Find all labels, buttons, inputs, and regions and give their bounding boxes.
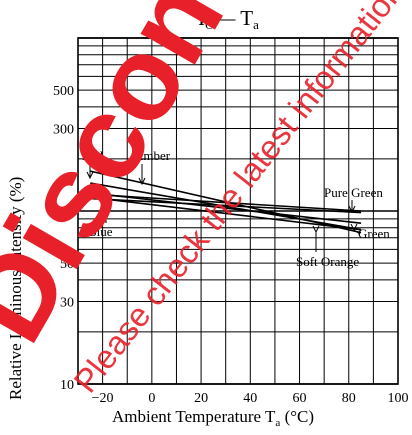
x-axis-label: Ambient Temperature Ta (°C)	[112, 407, 315, 429]
x-tick-label: 20	[194, 391, 208, 406]
series-label-arrowhead-amber	[138, 177, 146, 186]
series-label-blue: Blue	[88, 224, 113, 239]
series-line-blue	[90, 197, 362, 214]
series-label-arrowhead-soft-orange	[312, 225, 320, 234]
series-label-arrowhead-pure-green	[348, 205, 356, 214]
y-tick-label: 300	[53, 122, 74, 137]
series-line-amber	[90, 182, 362, 231]
x-tick-label: 100	[388, 391, 409, 406]
y-tick-label: 50	[60, 257, 74, 272]
x-tick-label: 0	[148, 391, 155, 406]
series-label-soft-orange: Soft Orange	[296, 254, 359, 269]
series-label-green: Green	[358, 226, 390, 241]
plot-frame	[77, 37, 399, 385]
series-label-amber: Amber	[134, 148, 171, 163]
series-label-arrowhead-red	[86, 171, 94, 180]
y-tick-label: 500	[53, 84, 74, 99]
y-axis-label: Relative Luminous Intensity (%)	[6, 176, 25, 400]
x-tick-label: −20	[92, 391, 114, 406]
y-tick-label: 100	[53, 205, 74, 220]
y-tick-label: 30	[60, 295, 74, 310]
series-line-soft-orange	[90, 196, 362, 231]
x-tick-label: 40	[243, 391, 257, 406]
series-label-arrow-green	[353, 229, 361, 235]
chart-title: IO— Ta	[198, 6, 259, 32]
series-label-arrowhead-blue	[102, 201, 110, 210]
series-label-red: Red	[82, 148, 103, 163]
series-line-green	[90, 192, 362, 225]
x-tick-label: 60	[293, 391, 307, 406]
y-tick-label: 10	[60, 378, 74, 393]
series-label-arrowhead-green	[350, 223, 358, 232]
series-label-pure-green: Pure Green	[324, 185, 383, 200]
series-line-pure-green	[90, 193, 362, 212]
x-tick-label: 80	[342, 391, 356, 406]
